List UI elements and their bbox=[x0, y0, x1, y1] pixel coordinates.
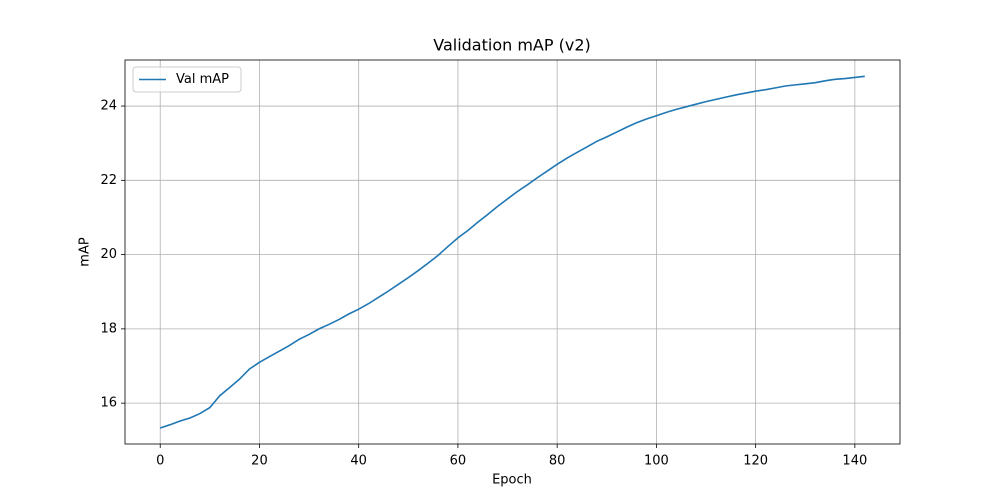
y-tick-label: 18 bbox=[100, 321, 117, 336]
x-tick-label: 60 bbox=[450, 454, 467, 469]
x-tick-label: 140 bbox=[842, 454, 867, 469]
x-tick-label: 40 bbox=[350, 454, 367, 469]
y-tick-label: 22 bbox=[100, 173, 117, 188]
x-tick-label: 80 bbox=[549, 454, 566, 469]
y-tick-label: 20 bbox=[100, 247, 117, 262]
y-axis-label: mAP bbox=[78, 237, 93, 267]
legend-label: Val mAP bbox=[176, 72, 229, 87]
x-tick-label: 100 bbox=[644, 454, 669, 469]
x-tick-label: 20 bbox=[251, 454, 268, 469]
plot-frame bbox=[124, 59, 901, 445]
x-tick-label: 120 bbox=[743, 454, 768, 469]
y-tick-label: 24 bbox=[100, 99, 117, 114]
chart-title: Validation mAP (v2) bbox=[433, 36, 591, 55]
y-tick-label: 16 bbox=[100, 396, 117, 411]
data-line bbox=[159, 75, 865, 429]
x-axis-label: Epoch bbox=[492, 473, 532, 488]
legend-box bbox=[132, 66, 242, 93]
x-tick-label: 0 bbox=[156, 454, 164, 469]
